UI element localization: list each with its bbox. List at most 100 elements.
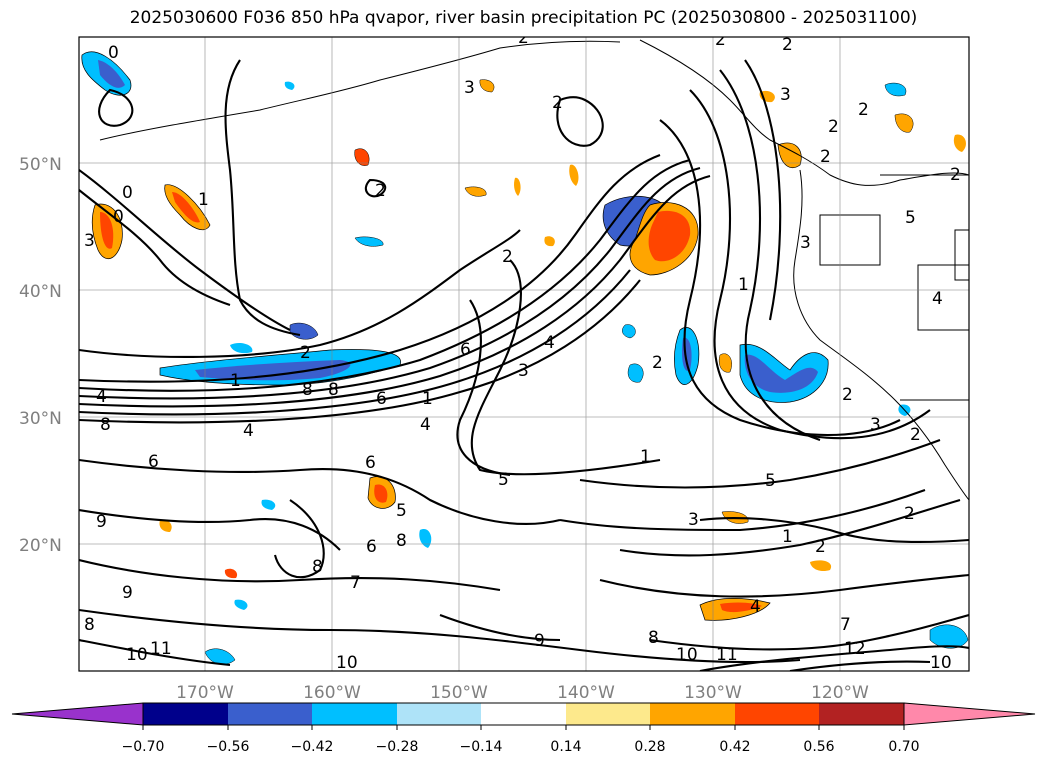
orange-anomaly <box>777 142 802 168</box>
colorbar-tick-label: 0.28 <box>634 739 665 755</box>
contour-label: 5 <box>765 471 776 491</box>
blue-anomaly <box>744 354 818 393</box>
lat-label-40n: 40°N <box>19 282 62 302</box>
contour-label: 1 <box>782 527 793 547</box>
lon-label-150w: 150°W <box>430 683 488 703</box>
colorbar-bin <box>143 703 228 725</box>
red-anomaly <box>720 602 762 613</box>
latitude-labels: 50°N 40°N 30°N 20°N <box>19 155 62 556</box>
contour-label: 8 <box>648 628 659 648</box>
lat-label-30n: 30°N <box>19 409 62 429</box>
blue-anomaly <box>230 342 253 354</box>
contour-label: 3 <box>688 510 699 530</box>
contour-label: 4 <box>96 387 107 407</box>
contour-label: 2 <box>782 35 793 55</box>
contour-label: 8 <box>396 531 407 551</box>
contour-label: 2 <box>858 100 869 120</box>
contour-label: 4 <box>420 415 431 435</box>
contour-label: 2 <box>815 537 826 557</box>
blue-anomaly <box>234 599 248 610</box>
contour-label: 8 <box>328 380 339 400</box>
contour-label: 1 <box>640 447 651 467</box>
blue-anomaly <box>419 529 432 548</box>
contour-label: 12 <box>844 639 866 659</box>
orange-anomaly <box>718 353 732 373</box>
colorbar-bin <box>228 703 312 725</box>
contour-label: 2 <box>715 30 726 50</box>
longitude-labels: 170°W 160°W 150°W 140°W 130°W 120°W <box>176 683 869 703</box>
contour-label: 5 <box>396 501 407 521</box>
blue-anomaly <box>622 324 636 339</box>
contour-label: 10 <box>126 645 148 665</box>
contour-label: 3 <box>800 233 811 253</box>
red-anomaly <box>374 484 388 503</box>
contour-label: 8 <box>312 557 323 577</box>
contour-label: 3 <box>84 231 95 251</box>
map-frame <box>78 36 970 672</box>
contour-label: 4 <box>932 289 943 309</box>
contour-label: 4 <box>544 333 555 353</box>
lon-label-130w: 130°W <box>684 683 742 703</box>
contour-label: 6 <box>376 389 387 409</box>
contour-label: 9 <box>96 512 107 532</box>
orange-anomaly <box>514 177 521 196</box>
colorbar-tick-label: 0.56 <box>803 739 834 755</box>
contour-label: 0 <box>122 183 133 203</box>
contour-label: 8 <box>84 615 95 635</box>
contour-label: 6 <box>365 453 376 473</box>
lon-label-170w: 170°W <box>176 683 234 703</box>
blue-anomaly <box>627 363 644 383</box>
orange-anomaly <box>569 164 579 186</box>
orange-anomaly <box>159 519 172 532</box>
contour-label: 2 <box>904 504 915 524</box>
orange-anomaly <box>810 560 832 572</box>
contour-label: 2 <box>300 343 311 363</box>
coastlines <box>99 39 969 501</box>
lon-label-120w: 120°W <box>811 683 869 703</box>
contour-label: 10 <box>930 653 952 673</box>
colorbar-bin <box>566 703 650 725</box>
orange-anomaly <box>224 568 238 579</box>
colorbar-frame <box>142 702 905 726</box>
contour-label: 3 <box>518 361 529 381</box>
red-anomaly <box>172 192 200 223</box>
colorbar-extend-right <box>903 702 1036 726</box>
contour-label: 2 <box>652 353 663 373</box>
red-anomaly <box>648 210 691 262</box>
red-anomaly <box>100 212 114 249</box>
colorbar-tick-label: −0.70 <box>122 739 165 755</box>
colorbar-tick-label: −0.42 <box>291 739 334 755</box>
contour-label: 3 <box>870 415 881 435</box>
colorbar-ticks <box>142 725 905 730</box>
colorbar-bin <box>735 703 819 725</box>
contour-label: 3 <box>780 85 791 105</box>
lat-label-50n: 50°N <box>19 155 62 175</box>
contour-label: 2 <box>910 425 921 445</box>
contour-label: 1 <box>230 371 241 391</box>
colorbar-bin <box>650 703 735 725</box>
blue-anomaly <box>261 499 276 510</box>
contour-label: 3 <box>464 78 475 98</box>
contour-labels: 0 2 2 2 2 3 2 2 2 2 0 1 0 3 2 1 4 5 2 3 … <box>84 30 961 673</box>
contour-label: 10 <box>336 653 358 673</box>
contour-label: 2 <box>820 147 831 167</box>
blue-anomaly <box>284 81 295 90</box>
colorbar-tick-label: 0.70 <box>888 739 919 755</box>
colorbar-bin <box>397 703 481 725</box>
blue-anomaly <box>204 648 236 665</box>
colorbar-bin <box>819 703 904 725</box>
contour-label: 2 <box>502 247 513 267</box>
lon-label-160w: 160°W <box>303 683 361 703</box>
contour-label: 8 <box>100 415 111 435</box>
contour-label: 11 <box>716 645 738 665</box>
contour-label: 2 <box>552 93 563 113</box>
contour-label: 5 <box>905 208 916 228</box>
qvapor-contours <box>79 59 969 671</box>
orange-anomaly <box>479 79 495 93</box>
contour-label: 1 <box>198 190 209 210</box>
colorbar-tick-label: −0.14 <box>460 739 503 755</box>
colorbar-tick-label: 0.14 <box>550 739 581 755</box>
contour-label: 5 <box>498 470 509 490</box>
contour-label: 7 <box>840 615 851 635</box>
